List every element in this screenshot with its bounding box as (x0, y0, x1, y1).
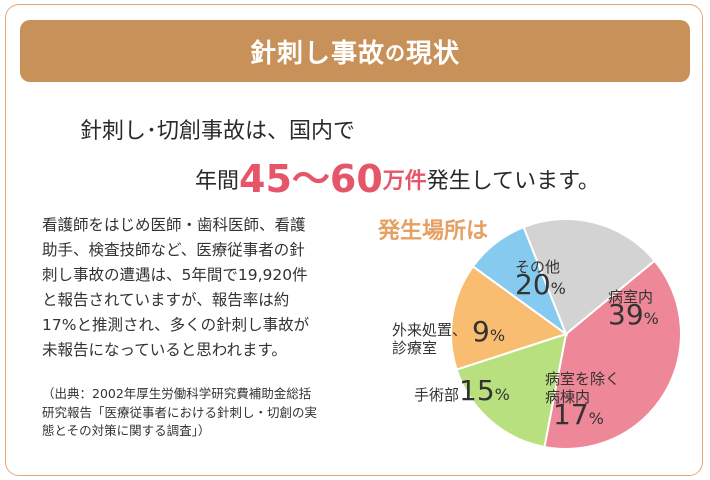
paragraph-line: 刺し事故の遭遇は、5年間で19,920件 (42, 266, 308, 284)
headline-suffix: 発生しています。 (426, 169, 600, 194)
pie-chart (450, 218, 682, 450)
headline-prefix: 年間 (195, 169, 240, 194)
headline-unit: 万件 (382, 169, 427, 194)
pie-slice (543, 259, 682, 450)
chart-title: 発生場所は (378, 219, 489, 244)
banner-title-end: 現状 (406, 38, 461, 69)
label-gairai: 外来処置、 診療室 (392, 321, 467, 357)
label-text: 病室を除く (545, 370, 621, 388)
label-unit: % (588, 409, 604, 428)
title-banner: 針刺し事故の現状 (20, 20, 690, 82)
paragraph-line: 17%と推測され、多くの針刺し事故が (42, 316, 310, 334)
label-text: 手術部 (414, 386, 460, 404)
label-text: 外来処置、 (392, 321, 468, 339)
source-line: 態とその対策に関する調査」） (42, 423, 211, 438)
headline-line2: 年間45～60万件発生しています。 (195, 148, 600, 203)
paragraph-line: と報告されていますが、報告率は約 (42, 291, 290, 309)
label-value: 39 (608, 298, 644, 331)
label-gairai-value: 9% (472, 318, 506, 346)
source-line: （出典：2002年厚生労働科学研究費補助金総括 (42, 386, 312, 401)
paragraph-line: 助手、検査技師など、医療従事者の針 (42, 241, 305, 259)
paragraph-line: 看護師をはじめ医師・歯科医師、看護 (42, 216, 306, 234)
headline-range: 45～60 (239, 157, 383, 201)
label-shujutsu: 手術部15% (414, 377, 510, 405)
pie-slice (455, 332, 568, 449)
paragraph-line: 未報告になっていると思われます。 (42, 341, 287, 359)
pie-slice (450, 265, 569, 371)
label-unit: % (494, 385, 510, 404)
label-value: 9 (472, 315, 490, 348)
banner-title-main: 針刺し事故 (249, 38, 385, 69)
label-text: 病室内 (608, 288, 654, 306)
label-sonota: その他 20% (515, 258, 566, 301)
source-citation: （出典：2002年厚生労働科学研究費補助金総括 研究報告「医療従事者における針刺… (42, 385, 317, 441)
label-text: 診療室 (392, 339, 438, 357)
label-unit: % (550, 279, 566, 298)
description-paragraph: 看護師をはじめ医師・歯科医師、看護 助手、検査技師など、医療従事者の針 刺し事故… (42, 213, 377, 363)
label-value: 17 (553, 398, 589, 431)
banner-title-particle: の (385, 40, 406, 65)
label-unit: % (489, 326, 506, 345)
label-byoutou: 病室を除く 病棟内 17% (545, 370, 621, 431)
pie-slice (522, 218, 657, 336)
label-byoushitsu: 病室内 39% (608, 288, 659, 331)
label-unit: % (643, 309, 659, 328)
label-value: 15 (459, 374, 495, 407)
source-line: 研究報告「医療従事者における針刺し・切創の実 (42, 404, 318, 420)
headline-line1: 針刺し･切創事故は、国内で (80, 119, 356, 144)
label-text: その他 (515, 258, 561, 276)
label-text: 病棟内 (545, 388, 591, 406)
label-value: 20 (515, 268, 551, 301)
